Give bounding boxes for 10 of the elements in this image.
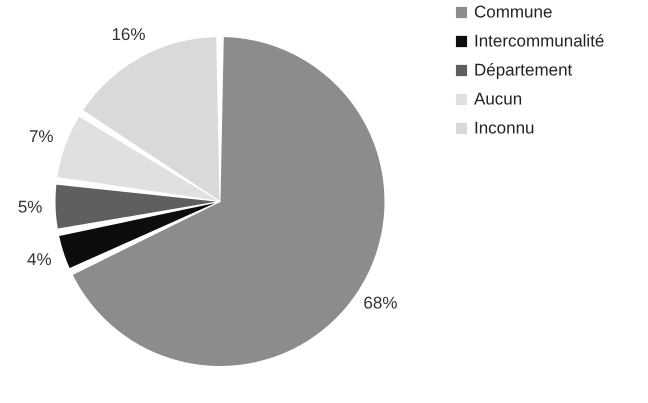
legend-label: Aucun [474, 90, 522, 108]
data-label: 7% [28, 127, 54, 146]
legend-label: Inconnu [474, 118, 534, 138]
data-label: 5% [18, 197, 42, 216]
legend-label: Intercommunalité [474, 32, 604, 50]
data-label: 16% [111, 25, 146, 44]
legend-label: Département [474, 60, 573, 80]
legend-label: Commune [474, 2, 552, 22]
data-label: 4% [27, 250, 52, 270]
data-label: 68% [363, 293, 398, 312]
